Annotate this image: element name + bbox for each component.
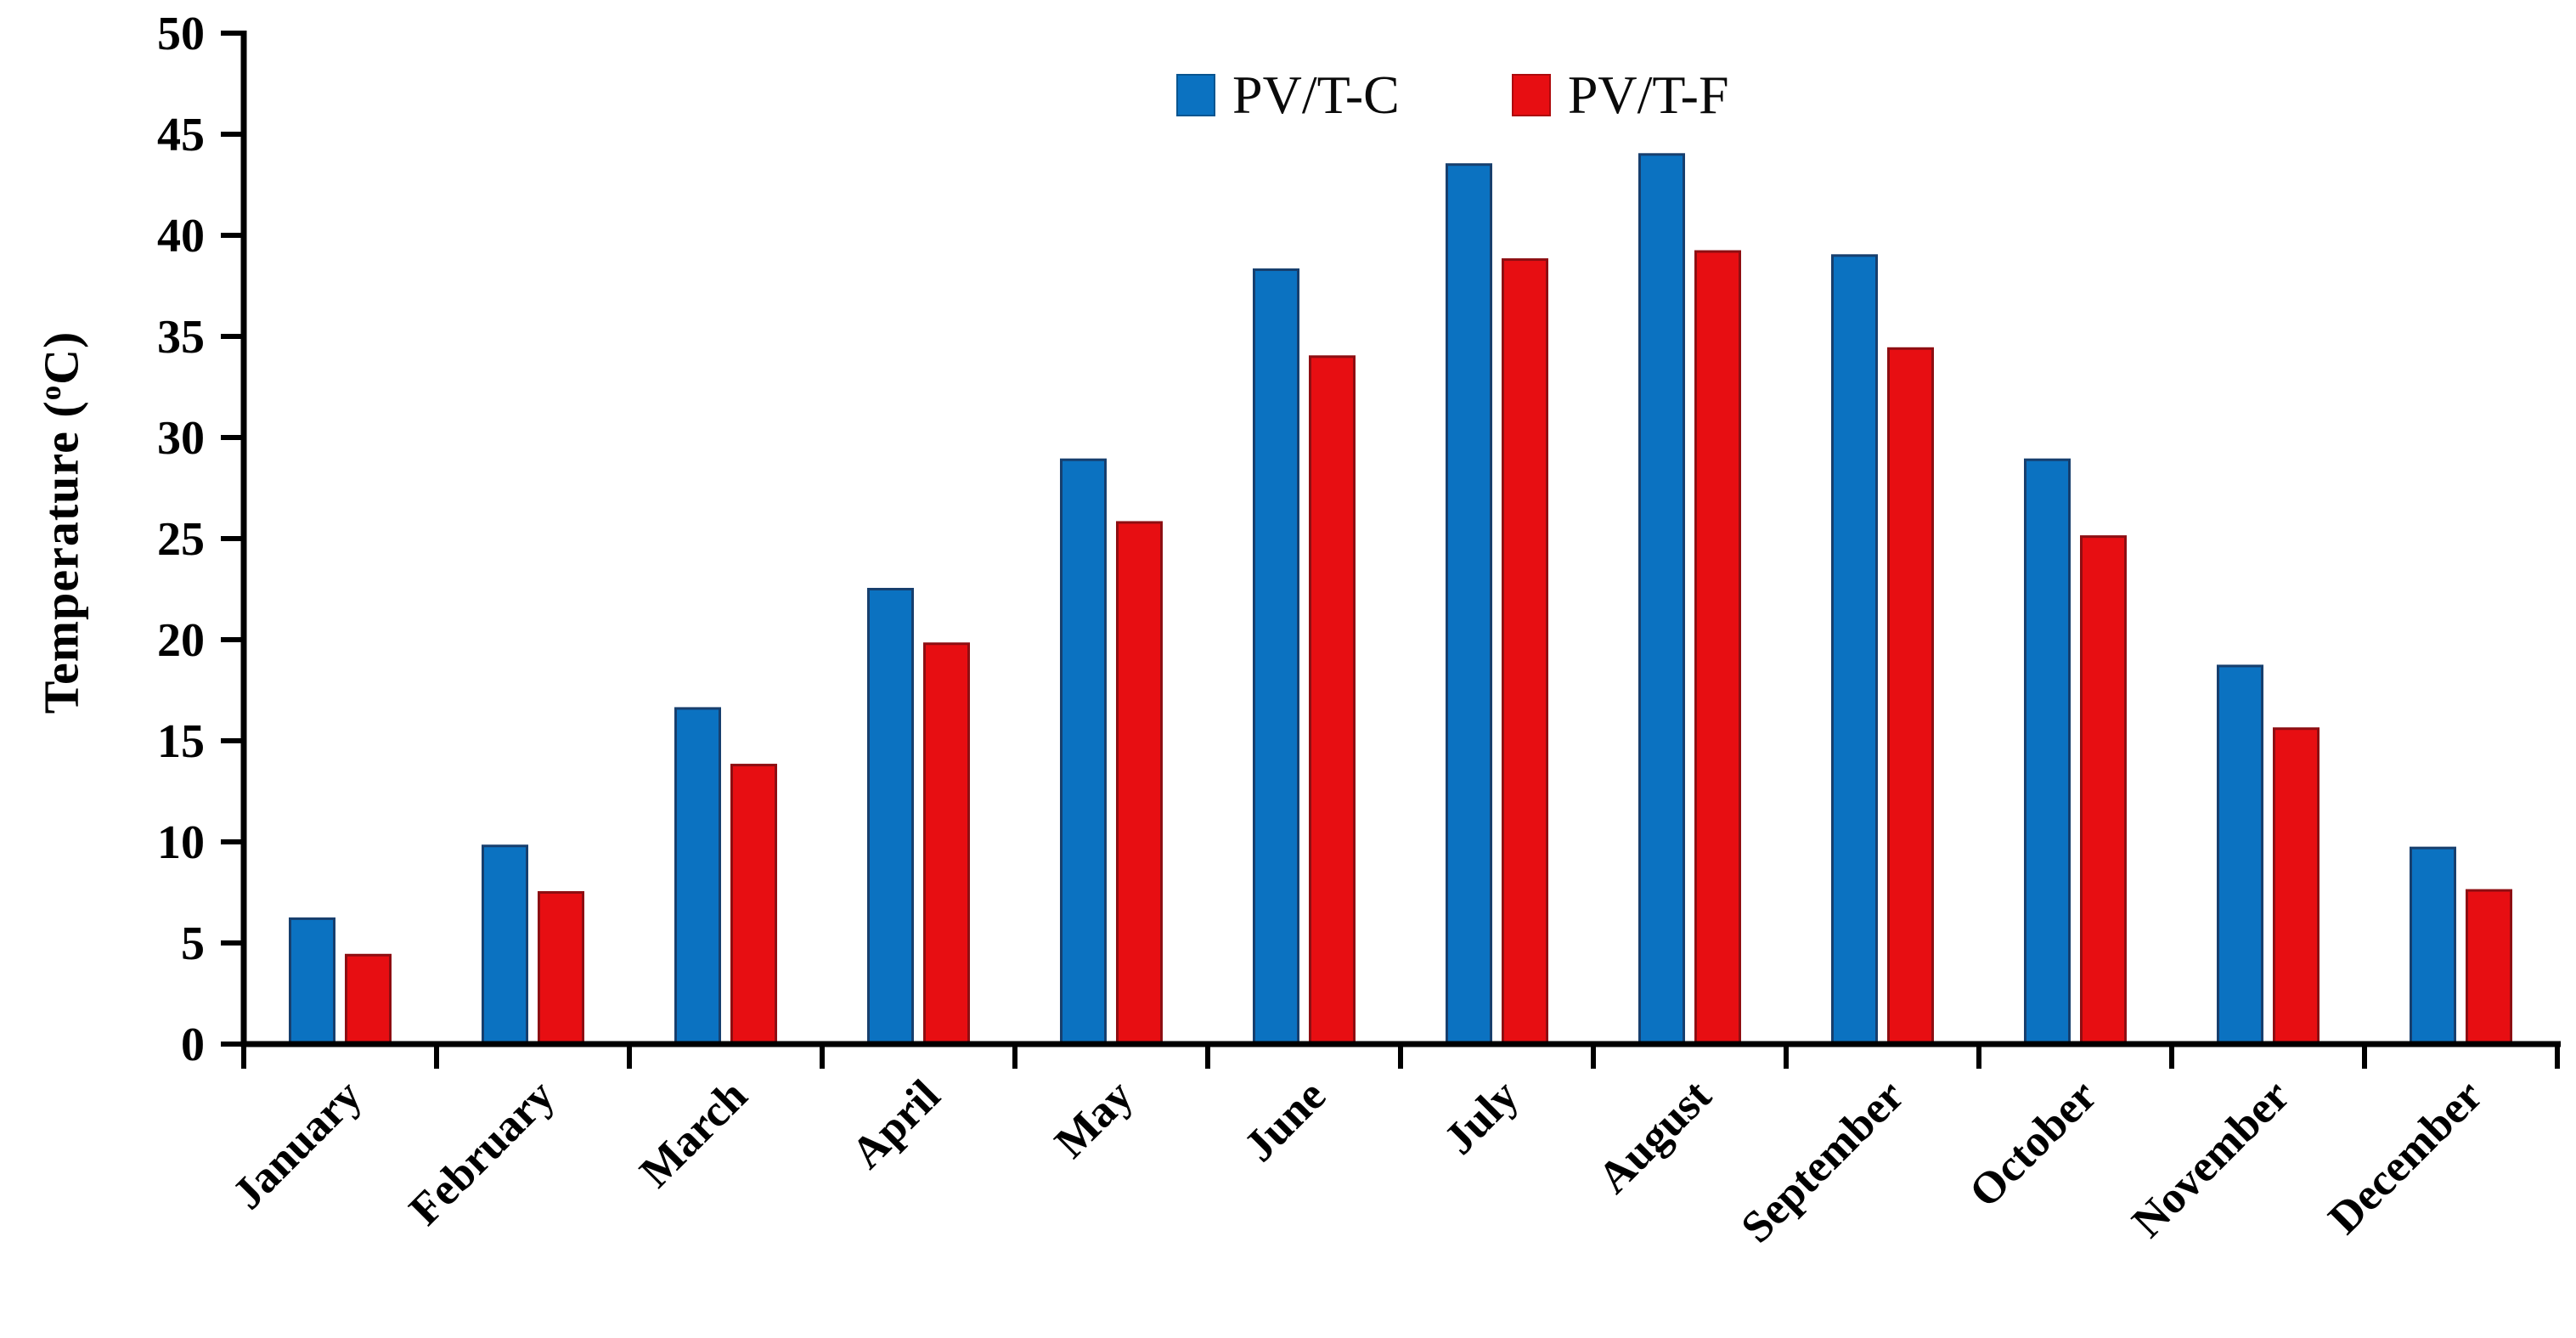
bar-pvtf-february [538,891,584,1046]
legend-label-pvtf: PV/T-F [1567,65,1729,125]
bar-pvtf-march [730,764,777,1046]
legend-item-pvtf: PV/T-F [1511,65,1729,125]
y-axis-title-text: Temperature ( [33,400,89,714]
x-category-label-november: November [2122,1070,2299,1247]
y-tick-label-25: 25 [157,513,205,566]
x-category-label-september: September [1732,1070,1914,1252]
y-tick-label-15: 15 [157,715,205,768]
bar-pvtf-april [923,642,970,1046]
y-axis-title: Temperature (oC) [33,331,90,714]
bar-pvtc-february [482,844,528,1046]
bar-pvtf-august [1694,250,1741,1046]
bar-pvtc-july [1446,163,1492,1046]
legend-swatch-pvtc-icon [1176,74,1215,116]
bar-pvtf-december [2466,889,2512,1046]
bar-pvtc-may [1060,458,1107,1046]
x-category-label-december: December [2320,1070,2492,1243]
bar-pvtc-october [2024,458,2071,1046]
y-tick-label-45: 45 [157,109,205,161]
bar-pvtf-october [2080,535,2127,1046]
x-category-label-april: April [843,1070,950,1177]
bar-pvtc-september [1831,254,1878,1046]
x-category-label-may: May [1046,1070,1142,1167]
bar-pvtc-april [867,588,914,1046]
legend: PV/T-C PV/T-F [1176,68,1729,122]
bar-pvtf-november [2273,727,2320,1046]
y-tick-label-50: 50 [157,8,205,60]
bar-pvtf-september [1887,347,1934,1046]
y-tick-label-30: 30 [157,412,205,465]
legend-swatch-pvtf-icon [1511,74,1551,116]
bar-pvtc-march [674,707,721,1046]
x-category-label-october: October [1960,1070,2106,1217]
y-tick-label-20: 20 [157,614,205,667]
bar-pvtf-may [1116,521,1163,1046]
bar-pvtc-november [2217,664,2263,1046]
y-tick-label-10: 10 [157,816,205,869]
x-category-label-june: June [1235,1070,1335,1171]
x-category-label-march: March [630,1070,757,1197]
bar-pvtf-june [1309,355,1356,1046]
x-category-label-january: January [223,1070,371,1218]
y-tick-label-35: 35 [157,311,205,364]
y-tick-label-5: 5 [181,917,205,970]
y-tick-label-0: 0 [181,1019,205,1071]
bar-pvtc-august [1638,153,1685,1046]
y-tick-label-40: 40 [157,210,205,263]
bar-pvtf-july [1502,258,1548,1046]
bar-pvtc-june [1253,268,1299,1046]
legend-label-pvtc: PV/T-C [1232,65,1400,125]
x-category-label-february: February [400,1070,564,1234]
x-category-label-july: July [1435,1070,1528,1164]
bar-pvtc-january [289,917,335,1046]
y-axis-title-sup: o [34,384,68,401]
bar-pvtf-january [345,953,392,1046]
y-axis-title-suffix: C) [33,330,89,385]
bar-pvtc-december [2410,846,2456,1046]
x-category-label-august: August [1588,1070,1721,1203]
legend-item-pvtc: PV/T-C [1176,68,1400,122]
